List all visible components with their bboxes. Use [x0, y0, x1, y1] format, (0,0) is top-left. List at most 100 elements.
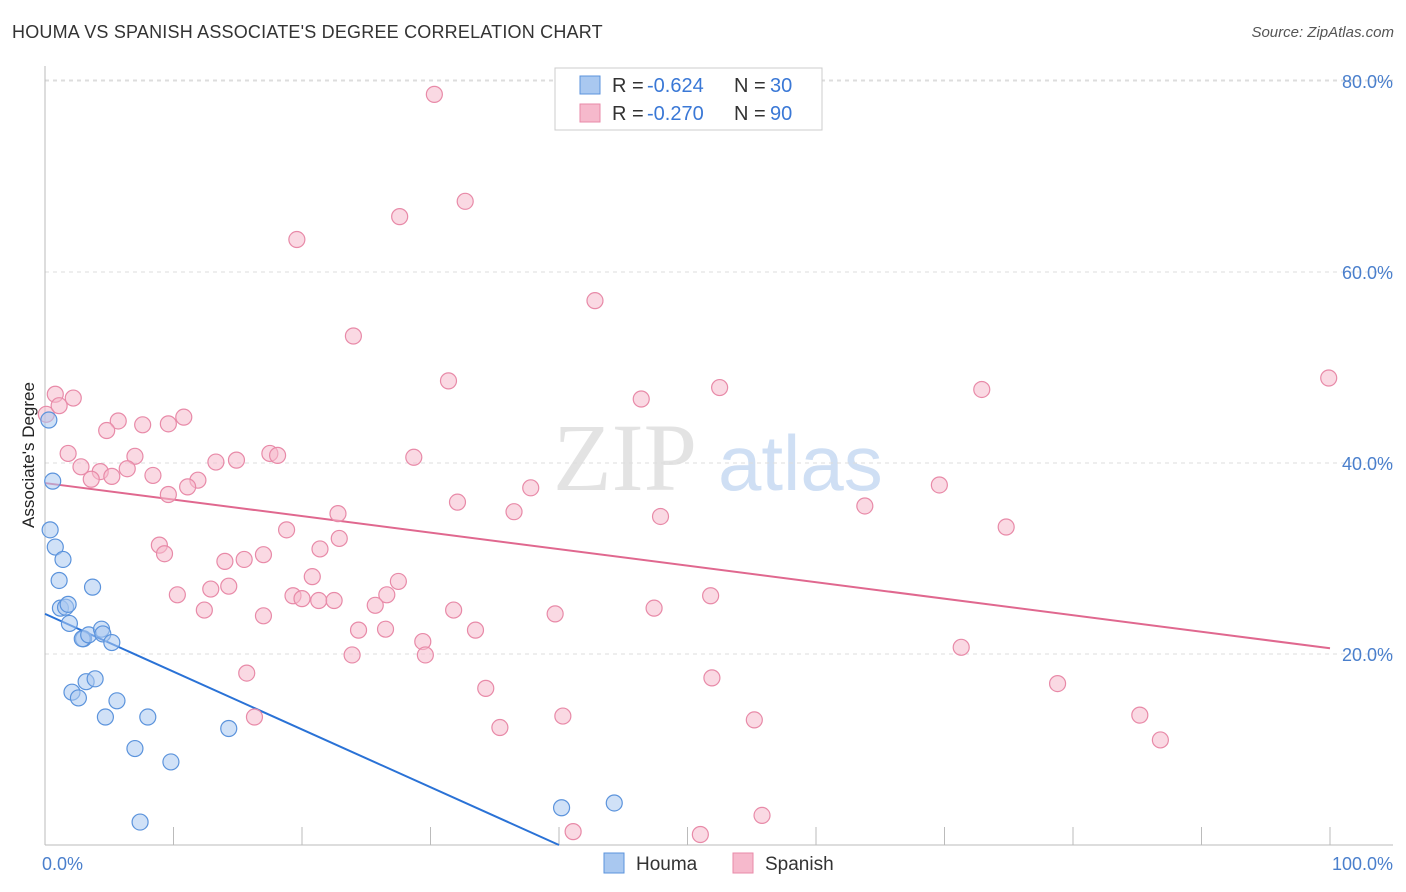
spanish-point: [711, 378, 729, 397]
spanish-point: [235, 550, 253, 569]
spanish-point: [753, 806, 771, 824]
spanish-point: [109, 412, 127, 430]
spanish-point: [159, 415, 177, 433]
spanish-point: [376, 620, 395, 638]
houma-trend-line: [44, 612, 560, 846]
spanish-point: [445, 601, 463, 619]
houma-point: [40, 411, 58, 429]
houma-point: [83, 578, 102, 596]
houma-point: [139, 708, 157, 726]
houma-point: [131, 813, 149, 831]
spanish-point: [425, 85, 443, 103]
houma-point: [54, 550, 72, 569]
spanish-point: [997, 518, 1015, 536]
spanish-point: [238, 664, 256, 682]
spanish-point: [329, 505, 347, 523]
y-tick-label: 40.0%: [1342, 454, 1393, 474]
spanish-point: [586, 292, 604, 310]
x-tick-label: 0.0%: [42, 854, 83, 874]
spanish-point: [466, 621, 485, 639]
spanish-point: [505, 503, 523, 521]
trend-lines: [44, 482, 1331, 846]
spanish-point: [973, 380, 991, 399]
spanish-point: [202, 580, 220, 598]
houma-point: [50, 571, 68, 590]
spanish-point: [651, 507, 670, 526]
bottom-legend-houma-swatch: [603, 852, 625, 874]
spanish-point: [1131, 706, 1149, 724]
legend: R = -0.624 N = 30 R = -0.270 N = 90: [554, 67, 823, 131]
spanish-point: [344, 327, 362, 345]
legend-spanish-n-value: 90: [770, 103, 792, 125]
spanish-point: [72, 458, 90, 476]
spanish-point: [288, 230, 306, 249]
legend-spanish-r-label: R =: [612, 103, 644, 125]
spanish-point: [325, 591, 343, 610]
spanish-point: [59, 444, 77, 463]
spanish-point: [82, 470, 100, 488]
spanish-point: [856, 497, 874, 515]
spanish-point: [118, 460, 136, 478]
spanish-point: [632, 390, 650, 408]
spanish-point: [389, 572, 407, 591]
spanish-point: [310, 591, 328, 610]
bottom-legend-houma: Houma: [636, 854, 698, 875]
spanish-point: [254, 546, 273, 564]
watermark-zip: ZIP: [553, 404, 697, 511]
houma-point: [108, 692, 126, 710]
x-tick-label: 100.0%: [1332, 854, 1393, 874]
spanish-point: [144, 466, 162, 485]
spanish-point: [564, 823, 582, 841]
spanish-point: [103, 467, 121, 485]
legend-houma-n-label: N =: [734, 75, 766, 97]
spanish-point: [448, 493, 467, 511]
spanish-point: [378, 586, 396, 604]
spanish-point: [175, 408, 193, 426]
spanish-point: [703, 669, 721, 687]
houma-point: [69, 689, 88, 707]
spanish-point: [391, 208, 409, 226]
spanish-point: [546, 605, 564, 623]
spanish-point: [64, 389, 82, 407]
y-axis-title: Associate's Degree: [19, 382, 38, 528]
y-tick-label: 80.0%: [1342, 72, 1393, 92]
spanish-trend-line: [44, 482, 1331, 650]
houma-point: [552, 799, 571, 817]
legend-houma-r-label: R =: [612, 75, 644, 97]
spanish-point: [311, 540, 329, 558]
legend-houma-n-value: 30: [770, 75, 792, 97]
spanish-point: [522, 479, 540, 497]
tick-labels: 20.0% 40.0% 60.0% 80.0% 0.0% 100.0%: [42, 72, 1393, 874]
spanish-point: [1320, 369, 1338, 387]
source-label: Source: ZipAtlas.com: [1251, 24, 1394, 41]
spanish-point: [330, 529, 348, 548]
spanish-point: [491, 718, 509, 737]
spanish-point: [268, 446, 287, 464]
houma-point: [86, 670, 104, 688]
spanish-point: [477, 679, 495, 697]
legend-houma-r-value: -0.624: [647, 75, 704, 97]
spanish-point: [366, 596, 384, 614]
legend-spanish-swatch: [579, 103, 601, 123]
bottom-legend-spanish-swatch: [732, 852, 754, 874]
spanish-point: [349, 621, 368, 639]
grid: [45, 79, 1393, 655]
houma-points: [40, 411, 623, 831]
y-tick-label: 20.0%: [1342, 645, 1393, 665]
houma-point: [103, 633, 121, 652]
spanish-point: [645, 599, 663, 617]
spanish-point: [343, 646, 361, 664]
houma-point: [220, 719, 238, 738]
houma-point: [44, 472, 62, 490]
spanish-point: [293, 590, 311, 608]
spanish-point: [1048, 675, 1067, 693]
spanish-point: [1151, 731, 1169, 749]
houma-point: [41, 521, 59, 539]
houma-point: [126, 739, 144, 758]
spanish-point: [227, 451, 246, 469]
spanish-point: [303, 568, 321, 586]
legend-spanish-r-value: -0.270: [647, 103, 704, 125]
spanish-point: [195, 601, 213, 619]
spanish-point: [207, 453, 225, 471]
spanish-point: [216, 552, 234, 570]
